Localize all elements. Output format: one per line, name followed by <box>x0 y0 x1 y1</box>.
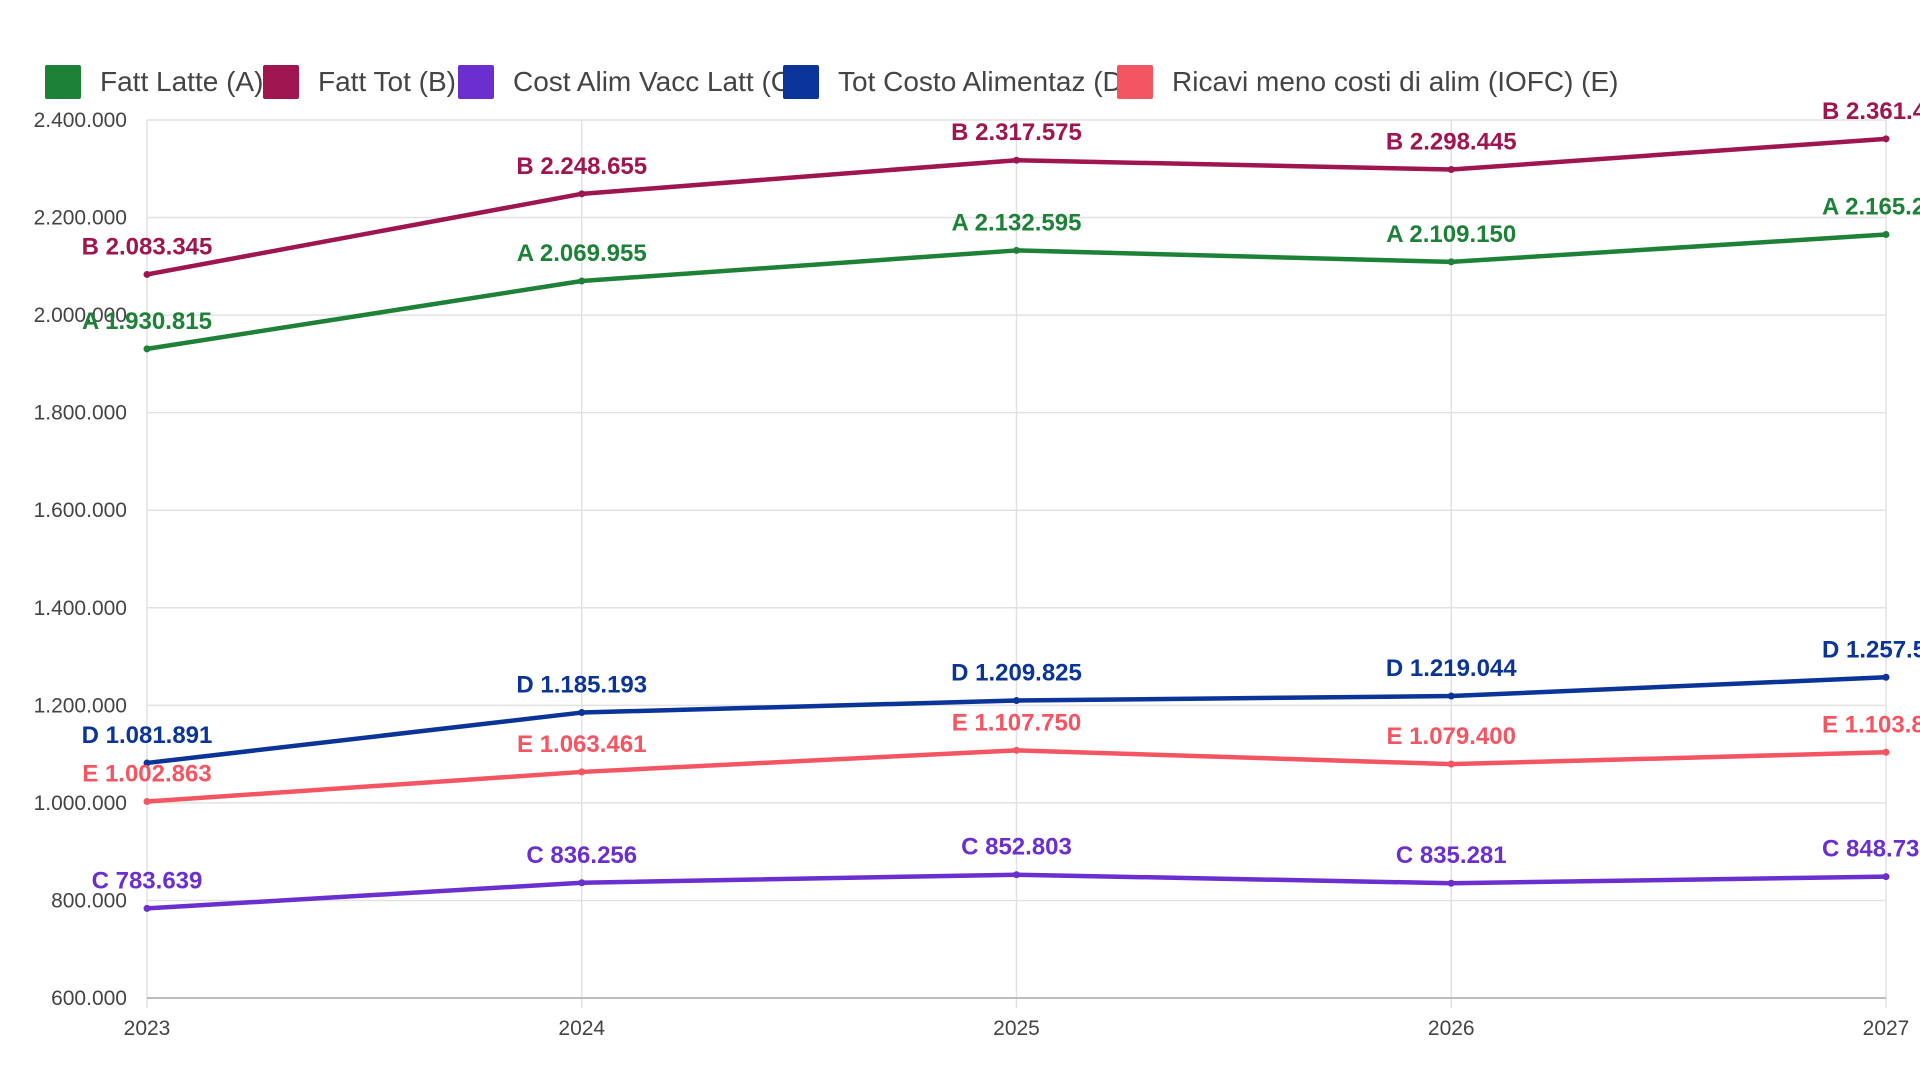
data-label-b: B 2.317.575 <box>951 119 1082 146</box>
data-label-d: D 1.081.891 <box>82 722 213 749</box>
data-point-e[interactable] <box>1013 746 1020 754</box>
legend-label: Fatt Tot (B) <box>318 66 456 97</box>
data-point-b[interactable] <box>1013 156 1020 164</box>
legend-label: Ricavi meno costi di alim (IOFC) (E) <box>1172 66 1619 97</box>
y-tick-label: 2.000.000 <box>34 304 127 327</box>
data-label-e: E 1.103.8 <box>1822 711 1920 738</box>
data-label-a: A 2.165.2 <box>1822 194 1920 221</box>
data-point-d[interactable] <box>1882 673 1890 681</box>
data-point-d[interactable] <box>1013 697 1020 705</box>
y-tick-label: 1.800.000 <box>34 402 127 425</box>
x-tick-label: 2026 <box>1428 1017 1475 1040</box>
y-tick-label: 1.000.000 <box>34 792 127 815</box>
data-point-d[interactable] <box>143 759 151 767</box>
legend-item-b[interactable]: Fatt Tot (B) <box>263 65 456 99</box>
data-label-d: D 1.209.825 <box>951 660 1082 687</box>
data-label-b: B 2.248.655 <box>516 153 647 180</box>
data-point-a[interactable] <box>1447 258 1455 266</box>
data-label-c: C 852.803 <box>961 834 1072 861</box>
x-tick-label: 2027 <box>1863 1017 1910 1040</box>
data-point-b[interactable] <box>578 190 586 198</box>
legend-swatch <box>458 65 494 99</box>
data-label-a: A 2.132.595 <box>952 209 1082 236</box>
data-label-d: D 1.219.044 <box>1386 655 1517 682</box>
data-label-d: D 1.185.193 <box>516 672 647 699</box>
data-point-b[interactable] <box>1447 166 1455 174</box>
data-point-b[interactable] <box>143 270 151 278</box>
data-label-b: B 2.083.345 <box>82 233 213 260</box>
gridlines <box>146 119 1887 1008</box>
data-label-b: B 2.361.4 <box>1822 98 1920 125</box>
data-label-c: C 783.639 <box>92 867 203 894</box>
data-point-e[interactable] <box>143 797 151 805</box>
legend-label: Cost Alim Vacc Latt (C) <box>513 66 800 97</box>
data-point-c[interactable] <box>1882 873 1890 881</box>
legend: Fatt Latte (A) Fatt Tot (B) Cost Alim Vacc… <box>45 65 1619 99</box>
y-tick-label: 2.200.000 <box>34 207 127 230</box>
legend-swatch <box>263 65 299 99</box>
data-point-b[interactable] <box>1882 135 1890 143</box>
series-lines <box>143 135 1890 912</box>
y-tick-label: 1.400.000 <box>34 597 127 620</box>
x-tick-label: 2025 <box>993 1017 1040 1040</box>
data-label-e: E 1.002.863 <box>82 760 211 787</box>
data-label-a: A 2.069.955 <box>517 240 647 267</box>
data-label-d: D 1.257.5 <box>1822 636 1920 663</box>
y-tick-label: 1.200.000 <box>34 694 127 717</box>
data-label-a: A 1.930.815 <box>82 308 212 335</box>
data-point-d[interactable] <box>578 709 586 717</box>
data-label-e: E 1.079.400 <box>1387 723 1516 750</box>
data-point-e[interactable] <box>578 768 586 776</box>
data-point-c[interactable] <box>143 904 151 912</box>
data-point-e[interactable] <box>1882 748 1890 756</box>
data-point-c[interactable] <box>578 879 586 887</box>
data-labels: A 1.930.815 A 2.069.955 A 2.132.595 A 2.109… <box>82 98 1920 895</box>
y-tick-label: 2.400.000 <box>34 109 127 132</box>
legend-label: Fatt Latte (A) <box>100 66 263 97</box>
y-tick-label: 600.000 <box>51 987 127 1010</box>
legend-item-e[interactable]: Ricavi meno costi di alim (IOFC) (E) <box>1117 65 1619 99</box>
data-label-e: E 1.063.461 <box>517 731 646 758</box>
data-label-e: E 1.107.750 <box>952 709 1081 736</box>
data-point-d[interactable] <box>1447 692 1455 700</box>
legend-label: Tot Costo Alimentaz (D) <box>838 66 1132 97</box>
legend-item-d[interactable]: Tot Costo Alimentaz (D) <box>783 65 1132 99</box>
data-label-c: C 836.256 <box>526 842 637 869</box>
x-tick-label: 2024 <box>558 1017 605 1040</box>
data-point-e[interactable] <box>1447 760 1455 768</box>
legend-item-a[interactable]: Fatt Latte (A) <box>45 65 263 99</box>
y-tick-label: 1.600.000 <box>34 499 127 522</box>
data-point-a[interactable] <box>143 345 151 353</box>
data-point-a[interactable] <box>578 277 586 285</box>
data-label-c: C 848.73 <box>1822 836 1919 863</box>
legend-swatch <box>1117 65 1153 99</box>
data-label-a: A 2.109.150 <box>1386 221 1516 248</box>
legend-swatch <box>45 65 81 99</box>
data-point-a[interactable] <box>1013 246 1020 254</box>
legend-item-c[interactable]: Cost Alim Vacc Latt (C) <box>458 65 800 99</box>
x-tick-label: 2023 <box>124 1017 171 1040</box>
y-tick-label: 800.000 <box>51 889 127 912</box>
data-point-a[interactable] <box>1882 231 1890 239</box>
data-point-c[interactable] <box>1013 871 1020 879</box>
data-label-c: C 835.281 <box>1396 842 1507 869</box>
axes: 600.000 800.000 1.000.000 1.200.000 1.400.00… <box>34 109 1910 1040</box>
data-point-c[interactable] <box>1447 879 1455 887</box>
data-label-b: B 2.298.445 <box>1386 129 1517 156</box>
legend-swatch <box>783 65 819 99</box>
